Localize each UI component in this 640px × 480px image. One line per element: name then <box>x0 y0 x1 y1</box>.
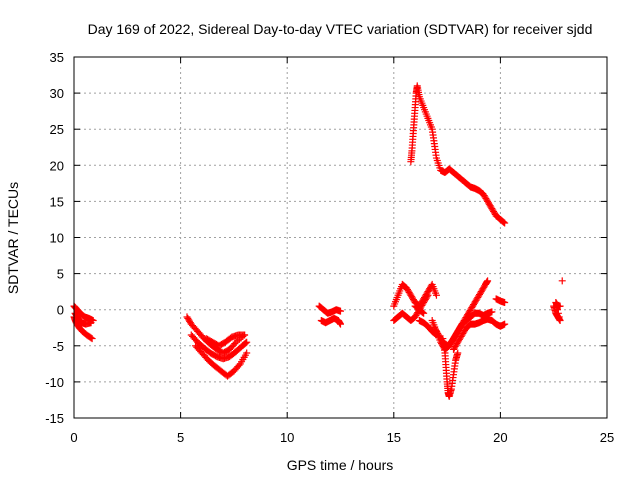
data-point <box>241 340 249 348</box>
y-tick-label: 5 <box>57 267 64 282</box>
data-point <box>501 219 509 227</box>
data-point <box>419 309 427 317</box>
y-tick-label: 0 <box>57 303 64 318</box>
x-tick-label: 25 <box>600 430 614 445</box>
y-tick-label: 10 <box>50 231 64 246</box>
data-point <box>87 319 95 327</box>
data-point <box>556 317 564 325</box>
y-tick-label: 20 <box>50 158 64 173</box>
chart-title: Day 169 of 2022, Sidereal Day-to-day VTE… <box>88 21 593 37</box>
x-axis-label: GPS time / hours <box>287 457 394 473</box>
data-marks <box>70 82 566 400</box>
data-point <box>554 309 562 317</box>
data-point <box>243 338 251 346</box>
series-arc-6 <box>550 298 564 325</box>
data-point <box>235 361 243 369</box>
data-point <box>499 218 507 226</box>
data-point <box>555 313 563 321</box>
y-tick-label: 35 <box>50 50 64 65</box>
data-point <box>432 330 440 338</box>
y-tick-label: -10 <box>45 375 64 390</box>
series-arc-2a <box>315 302 344 317</box>
y-tick-label: 15 <box>50 194 64 209</box>
data-point <box>243 349 251 357</box>
series-arc-2b <box>317 314 344 328</box>
data-point <box>431 330 439 338</box>
data-point <box>556 302 564 310</box>
series-arc-3e <box>449 315 509 353</box>
data-point <box>337 320 344 328</box>
data-point <box>432 331 440 339</box>
y-tick-label: 30 <box>50 86 64 101</box>
y-tick-label: -15 <box>45 411 64 426</box>
x-tick-label: 0 <box>70 430 77 445</box>
y-axis-label: SDTVAR / TECUs <box>5 182 21 294</box>
data-point <box>242 339 250 347</box>
x-tick-label: 20 <box>493 430 507 445</box>
data-point <box>558 277 566 285</box>
series-arc-3b <box>390 291 432 325</box>
data-point <box>500 218 508 226</box>
series-arc-3h <box>411 302 428 317</box>
series-arc-0c <box>71 309 95 328</box>
data-point <box>454 349 462 357</box>
series-arc-5 <box>492 295 509 306</box>
data-point <box>484 277 492 285</box>
data-point <box>241 331 249 339</box>
series-arc-1c <box>192 342 251 380</box>
data-point <box>488 308 496 316</box>
series-arc-3g <box>415 317 440 339</box>
data-point <box>432 291 440 299</box>
x-tick-label: 5 <box>177 430 184 445</box>
data-point <box>87 334 95 342</box>
data-point <box>424 291 432 299</box>
data-point <box>337 307 344 315</box>
axis-ticks: 0 5 10 15 20 25 -15 -10 -5 0 5 10 15 20 25 30 35 <box>45 50 614 445</box>
x-tick-label: 10 <box>280 430 294 445</box>
y-tick-label: -5 <box>52 339 64 354</box>
series-arc-3f <box>439 335 462 400</box>
data-point <box>501 320 509 328</box>
series-arc-1d <box>202 331 249 350</box>
data-point <box>88 335 96 343</box>
series-arc-1b <box>187 331 251 363</box>
data-point <box>420 309 428 317</box>
data-point <box>418 308 426 316</box>
data-point <box>501 298 509 306</box>
data-point <box>423 293 431 301</box>
series-arc-4 <box>407 82 509 227</box>
y-tick-label: 25 <box>50 122 64 137</box>
x-tick-label: 15 <box>387 430 401 445</box>
plot-frame <box>73 56 608 419</box>
grid <box>74 57 607 418</box>
series-arc-7 <box>558 277 566 285</box>
